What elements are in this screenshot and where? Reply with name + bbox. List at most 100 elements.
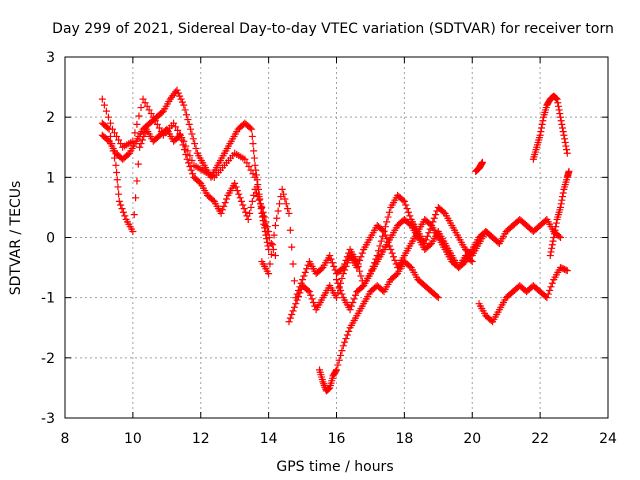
data-point (176, 92, 184, 100)
data-point (263, 227, 271, 235)
x-tick-label: 20 (463, 431, 481, 447)
data-point (192, 144, 200, 152)
y-axis-label: SDTVAR / TECUs (8, 181, 24, 296)
data-point (404, 208, 412, 216)
data-point (235, 190, 243, 198)
data-point (289, 260, 297, 268)
data-point (558, 196, 566, 204)
data-point (556, 113, 564, 121)
data-point (134, 160, 142, 168)
data-point (556, 234, 564, 241)
data-point (118, 205, 126, 213)
data-point (548, 244, 556, 252)
data-point (115, 190, 123, 198)
data-point (180, 137, 188, 145)
data-point (133, 177, 141, 185)
series-track-k (472, 158, 486, 175)
data-point (158, 108, 166, 116)
data-point (183, 155, 191, 163)
data-point (249, 140, 257, 148)
data-point (104, 136, 112, 144)
data-point (233, 187, 241, 195)
data-point (275, 200, 283, 208)
data-point (218, 206, 226, 214)
data-point (335, 283, 343, 291)
data-point (294, 292, 302, 300)
data-point (349, 298, 357, 306)
data-point (556, 110, 564, 118)
data-point (552, 94, 560, 102)
data-point (383, 218, 391, 226)
data-point (232, 183, 240, 191)
data-point (263, 238, 271, 246)
data-point (237, 197, 245, 205)
data-point (552, 223, 560, 231)
data-point (422, 236, 430, 244)
data-point (250, 154, 258, 162)
data-point (339, 270, 347, 278)
series-track-f (316, 258, 442, 395)
data-point (195, 178, 203, 186)
data-point (550, 234, 558, 241)
x-tick-label: 10 (124, 431, 142, 447)
data-point (330, 262, 338, 270)
data-point (537, 128, 545, 136)
data-point (358, 283, 366, 291)
data-point (347, 302, 355, 310)
data-point (153, 120, 161, 128)
data-point (303, 265, 311, 273)
data-point (350, 295, 358, 303)
x-tick-label: 24 (599, 431, 617, 447)
data-point (114, 183, 122, 191)
data-point (552, 95, 560, 103)
data-point (180, 146, 188, 154)
data-point (129, 137, 137, 145)
data-point (182, 150, 190, 158)
data-point (563, 146, 571, 154)
data-point (549, 237, 557, 245)
data-point (288, 243, 296, 251)
data-point (548, 241, 556, 249)
data-point (239, 201, 247, 209)
data-point (293, 296, 301, 304)
data-point (111, 154, 119, 162)
data-point (251, 161, 259, 169)
data-point (341, 338, 349, 346)
data-point (341, 266, 349, 274)
series-track-d (258, 185, 497, 302)
data-point (301, 268, 309, 276)
data-point (391, 256, 399, 264)
data-point (399, 196, 407, 204)
data-point (259, 212, 267, 220)
data-point (392, 271, 400, 279)
data-point (106, 132, 114, 140)
data-point (550, 230, 558, 238)
data-point (249, 170, 257, 178)
data-point (286, 314, 294, 322)
data-point (326, 252, 334, 260)
data-point (338, 290, 346, 298)
data-point (552, 219, 560, 227)
data-point (136, 143, 144, 151)
data-point (149, 113, 157, 121)
data-point (184, 116, 192, 124)
data-point (252, 189, 260, 197)
data-point (558, 120, 566, 128)
data-point (342, 335, 350, 343)
data-point (551, 226, 559, 234)
data-point (290, 277, 298, 285)
x-tick-label: 12 (192, 431, 210, 447)
data-point (289, 307, 297, 315)
data-point (111, 129, 119, 137)
data-point (333, 276, 340, 284)
data-point (334, 361, 342, 369)
data-point (109, 147, 117, 155)
data-point (266, 260, 274, 268)
data-point (557, 200, 565, 208)
data-point (131, 129, 139, 137)
data-point (387, 246, 395, 254)
data-point (406, 220, 414, 228)
data-point (176, 130, 184, 138)
data-point (318, 265, 326, 273)
data-point (269, 241, 277, 249)
